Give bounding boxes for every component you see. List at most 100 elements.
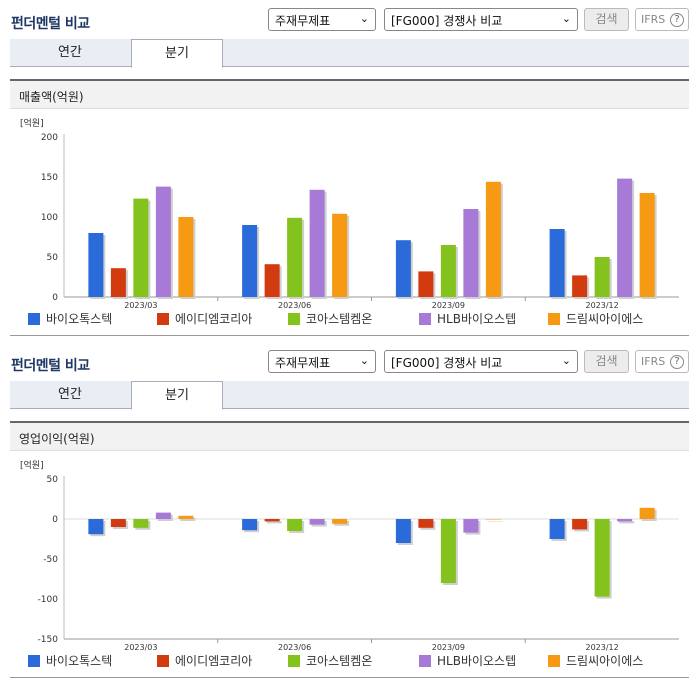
compare-group-select[interactable]: [FG000] 경쟁사 비교 ⌄ — [384, 8, 578, 31]
legend-label: 에이디엠코리아 — [175, 654, 253, 668]
bar-3-2023-12[interactable] — [594, 257, 610, 297]
bar-5-2023-12[interactable] — [639, 507, 655, 519]
bar-4-2023-03[interactable] — [155, 512, 171, 519]
fundamental-panel-revenue: 펀더멘털 비교 주재무제표 ⌄ [FG000] 경쟁사 비교 ⌄ 검색 IFRS… — [10, 8, 689, 336]
bar-1-2023-03[interactable] — [88, 233, 104, 297]
statement-type-value: 주재무제표 — [275, 356, 331, 370]
bar-shadow — [487, 521, 503, 522]
legend-label: 에이디엠코리아 — [175, 312, 253, 326]
bar-1-2023-06[interactable] — [242, 519, 258, 531]
legend-swatch — [157, 313, 169, 325]
section-title-bar: 영업이익(억원) — [10, 421, 689, 451]
bar-5-2023-12[interactable] — [639, 193, 655, 297]
legend-item[interactable]: 코아스템켐온 — [288, 311, 372, 327]
tab-quarterly[interactable]: 분기 — [131, 39, 223, 68]
bar-3-2023-09[interactable] — [440, 245, 456, 297]
statement-type-select[interactable]: 주재무제표 ⌄ — [268, 350, 376, 373]
bar-2-2023-09[interactable] — [418, 271, 434, 297]
bar-3-2023-03[interactable] — [133, 519, 149, 528]
bar-4-2023-09[interactable] — [463, 209, 479, 297]
bar-1-2023-12[interactable] — [549, 519, 565, 539]
legend-swatch — [548, 313, 560, 325]
section-title: 영업이익(억원) — [19, 432, 95, 446]
section-title: 매출액(억원) — [19, 90, 84, 104]
legend-item[interactable]: 코아스템켐온 — [288, 653, 372, 669]
help-icon[interactable]: ? — [670, 355, 684, 369]
tab-quarterly[interactable]: 분기 — [131, 381, 223, 410]
bar-3-2023-06[interactable] — [287, 217, 303, 297]
compare-group-select[interactable]: [FG000] 경쟁사 비교 ⌄ — [384, 350, 578, 373]
x-tick-label: 2023/09 — [432, 643, 465, 652]
section-title-bar: 매출액(억원) — [10, 79, 689, 109]
statement-type-select[interactable]: 주재무제표 ⌄ — [268, 8, 376, 31]
compare-group-value: [FG000] 경쟁사 비교 — [391, 14, 503, 28]
bar-2-2023-03[interactable] — [110, 519, 126, 527]
chevron-down-icon: ⌄ — [359, 354, 369, 367]
x-tick-label: 2023/12 — [586, 301, 619, 310]
bar-2-2023-12[interactable] — [572, 275, 588, 297]
chart-legend: 바이오톡스텍 에이디엠코리아 코아스템켐온 HLB바이오스텝 드림씨아이에스 — [28, 653, 688, 671]
y-tick-label: 150 — [41, 173, 58, 183]
bar-4-2023-12[interactable] — [617, 519, 633, 522]
legend-swatch — [288, 313, 300, 325]
bar-3-2023-03[interactable] — [133, 198, 149, 297]
bar-3-2023-09[interactable] — [440, 519, 456, 583]
bar-2-2023-03[interactable] — [110, 268, 126, 297]
bar-4-2023-03[interactable] — [155, 186, 171, 297]
legend-label: HLB바이오스텝 — [437, 312, 517, 326]
bar-5-2023-06[interactable] — [332, 213, 348, 297]
bar-5-2023-06[interactable] — [332, 519, 348, 524]
legend-item[interactable]: 에이디엠코리아 — [157, 311, 252, 327]
bar-2-2023-06[interactable] — [264, 264, 280, 297]
legend-item[interactable]: 바이오톡스텍 — [28, 653, 112, 669]
tab-annual[interactable]: 연간 — [58, 45, 82, 60]
bar-chart: [억원] -150 -100 -50 0 50 2023/03 2023/06 2023/09 2… — [10, 452, 689, 678]
y-tick-label: 0 — [52, 293, 58, 303]
bar-shadow — [180, 517, 196, 521]
bar-4-2023-06[interactable] — [309, 189, 325, 297]
chevron-down-icon: ⌄ — [561, 354, 571, 367]
statement-type-value: 주재무제표 — [275, 14, 331, 28]
bar-4-2023-09[interactable] — [463, 519, 479, 533]
legend-label: 바이오톡스텍 — [46, 312, 113, 326]
x-tick-label: 2023/03 — [124, 643, 157, 652]
y-tick-label: 50 — [47, 253, 59, 263]
legend-label: 바이오톡스텍 — [46, 654, 113, 668]
bar-1-2023-12[interactable] — [549, 229, 565, 297]
bar-3-2023-12[interactable] — [594, 519, 610, 597]
bar-1-2023-09[interactable] — [395, 519, 411, 543]
x-tick-label: 2023/12 — [586, 643, 619, 652]
panel-header: 펀더멘털 비교 주재무제표 ⌄ [FG000] 경쟁사 비교 ⌄ 검색 IFRS… — [0, 342, 696, 382]
legend-item[interactable]: HLB바이오스텝 — [419, 653, 516, 669]
tab-annual[interactable]: 연간 — [58, 387, 82, 402]
x-tick-label: 2023/09 — [432, 301, 465, 310]
legend-label: 드림씨아이에스 — [566, 654, 644, 668]
chevron-down-icon: ⌄ — [359, 12, 369, 25]
bar-5-2023-03[interactable] — [178, 217, 194, 297]
legend-item[interactable]: 바이오톡스텍 — [28, 311, 112, 327]
bar-2-2023-06[interactable] — [264, 519, 280, 522]
bar-1-2023-06[interactable] — [242, 225, 258, 297]
search-button[interactable]: 검색 — [584, 8, 629, 31]
bar-shadow — [266, 521, 282, 524]
bar-1-2023-09[interactable] — [395, 240, 411, 297]
ifrs-button[interactable]: IFRS ? — [635, 8, 689, 31]
fundamental-panel-operating-profit: 펀더멘털 비교 주재무제표 ⌄ [FG000] 경쟁사 비교 ⌄ 검색 IFRS… — [0, 342, 696, 684]
help-icon[interactable]: ? — [670, 13, 684, 27]
legend-item[interactable]: 드림씨아이에스 — [548, 653, 643, 669]
legend-item[interactable]: HLB바이오스텝 — [419, 311, 516, 327]
bar-5-2023-09[interactable] — [485, 181, 501, 297]
bar-1-2023-03[interactable] — [88, 519, 104, 535]
bar-3-2023-06[interactable] — [287, 519, 303, 531]
bar-2-2023-12[interactable] — [572, 519, 588, 530]
legend-label: 코아스템켐온 — [306, 312, 373, 326]
bar-5-2023-09[interactable] — [485, 519, 501, 520]
bar-5-2023-03[interactable] — [178, 515, 194, 519]
ifrs-button[interactable]: IFRS ? — [635, 350, 689, 373]
bar-4-2023-12[interactable] — [617, 178, 633, 297]
bar-4-2023-06[interactable] — [309, 519, 325, 525]
legend-item[interactable]: 드림씨아이에스 — [548, 311, 643, 327]
legend-item[interactable]: 에이디엠코리아 — [157, 653, 252, 669]
bar-2-2023-09[interactable] — [418, 519, 434, 528]
search-button[interactable]: 검색 — [584, 350, 629, 373]
